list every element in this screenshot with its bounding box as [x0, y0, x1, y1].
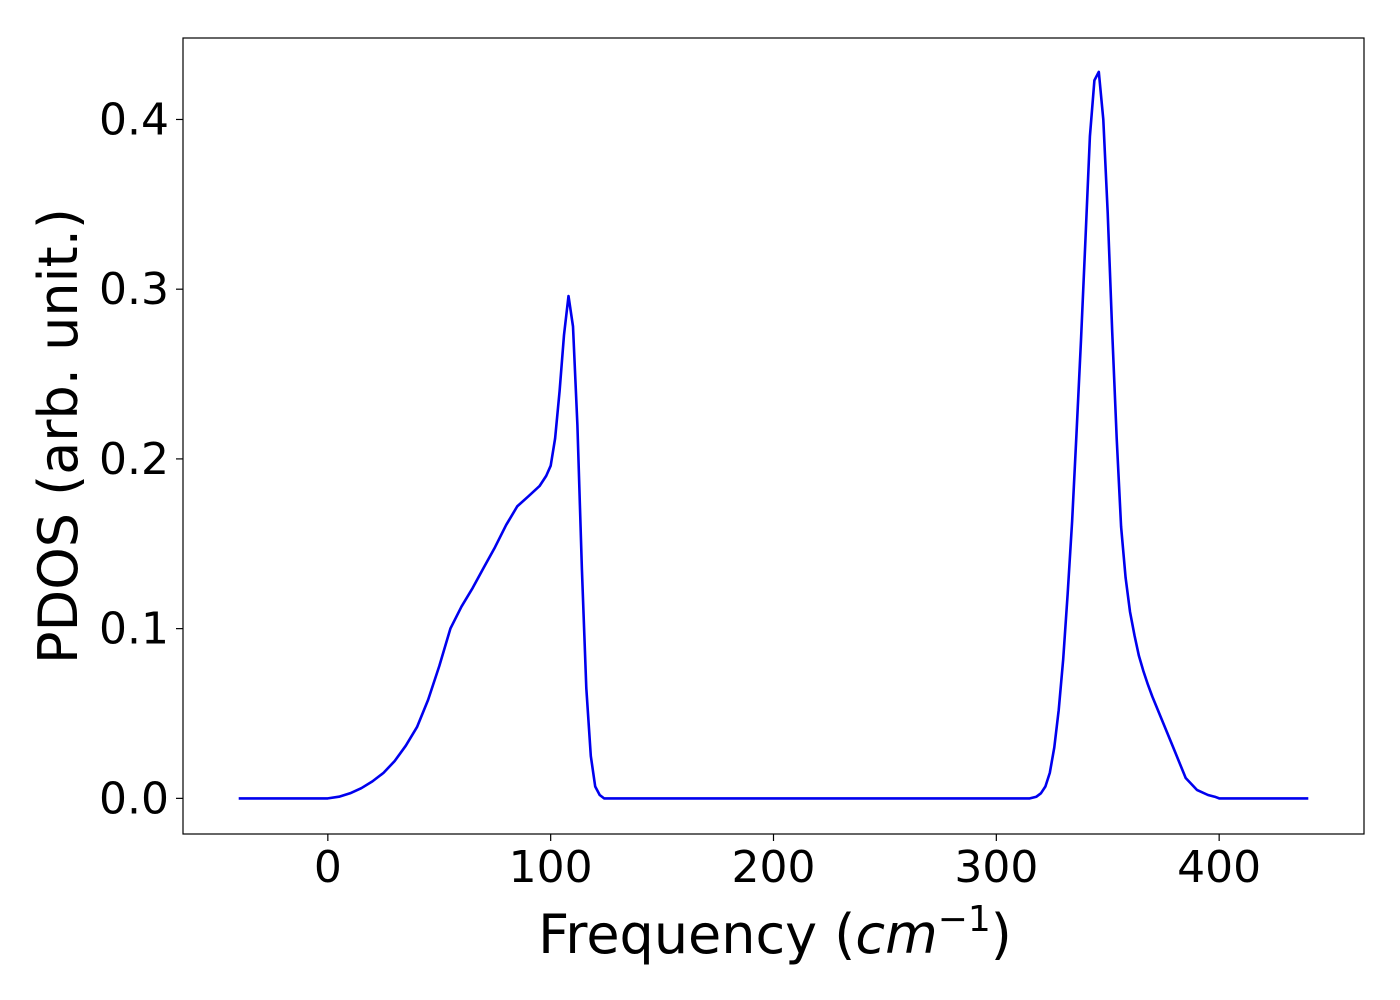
x-axis-title-unit: cm [855, 903, 937, 966]
y-tick-label: 0.2 [99, 434, 169, 485]
y-tick-label: 0.1 [99, 604, 169, 655]
x-tick-label: 400 [1177, 842, 1261, 893]
x-axis-title-exponent: −1 [938, 899, 991, 940]
series-layer [238, 70, 1309, 800]
x-axis-title-suffix: ) [991, 903, 1012, 966]
x-axis-title-prefix: Frequency ( [538, 903, 855, 966]
y-tick-label: 0.3 [99, 264, 169, 315]
x-tick-label: 200 [732, 842, 816, 893]
x-tick-label: 100 [509, 842, 593, 893]
y-tick-label: 0.0 [99, 773, 169, 824]
x-axis-title: Frequency (cm−1) [538, 899, 1012, 966]
x-tick-label: 0 [314, 842, 342, 893]
y-tick-label: 0.4 [99, 94, 169, 145]
y-axis-ticks: 0.0 0.1 0.2 0.3 0.4 [99, 94, 183, 824]
series-line-0 [238, 70, 1309, 800]
y-axis-title: PDOS (arb. unit.) [27, 208, 90, 664]
x-tick-label: 300 [954, 842, 1038, 893]
x-axis-ticks: 0 100 200 300 400 [314, 834, 1261, 893]
